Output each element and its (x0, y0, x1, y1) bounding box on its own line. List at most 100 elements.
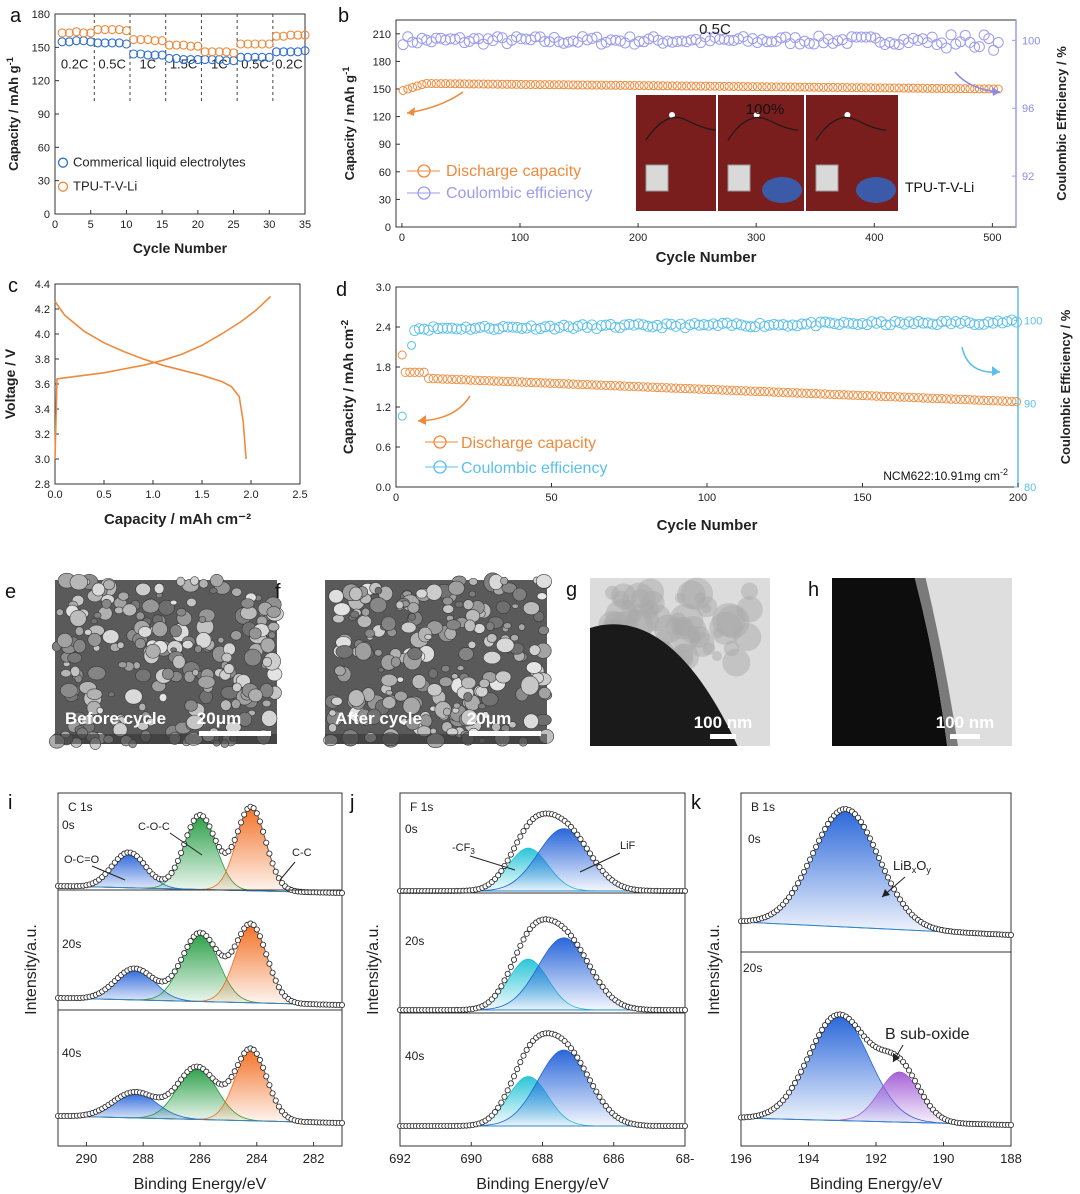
raw-data-point (238, 819, 245, 826)
capacity-point (800, 82, 810, 92)
raw-data-point (807, 856, 814, 863)
particle (349, 610, 360, 619)
y-tick-label: 3.8 (35, 354, 50, 366)
particle (210, 574, 224, 588)
capacity-point (757, 82, 767, 92)
raw-data-point (215, 844, 222, 851)
particle (335, 645, 354, 659)
y-tick-label: 1.8 (376, 362, 391, 374)
sei-cluster (740, 582, 759, 600)
series-1-point (300, 30, 310, 40)
x-tick-label: 10 (120, 219, 132, 231)
efficiency-point (969, 319, 980, 330)
x-axis-title: Cycle Number (133, 240, 228, 256)
capacity-point (441, 79, 451, 89)
raw-data-point (804, 1056, 811, 1063)
series-1-point (107, 25, 117, 35)
raw-data-point (879, 861, 886, 868)
particle (248, 627, 262, 640)
capacity-point (526, 377, 536, 388)
particle (135, 582, 151, 596)
efficiency-point (693, 319, 705, 331)
capacity-point (414, 367, 424, 377)
particle (451, 673, 459, 680)
capacity-point (638, 382, 648, 392)
capacity-point (625, 80, 635, 90)
peak-label: LiBxOy (893, 858, 931, 875)
efficiency-point (684, 319, 696, 331)
panel-j: j F 1s 692 690 688 686 68- 0s 20s 40s Binding Ener… (349, 792, 694, 1193)
capacity-point (848, 390, 858, 400)
raw-data-point (580, 840, 587, 847)
efficiency-point (903, 316, 915, 328)
raw-data-point (256, 818, 263, 825)
efficiency-point (992, 315, 1004, 327)
peak-label: C-O-C (138, 821, 170, 833)
capacity-point (568, 379, 578, 389)
raw-data-point (590, 1083, 597, 1090)
particle (138, 626, 152, 638)
particle (454, 601, 464, 609)
raw-data-point (526, 1041, 533, 1048)
particle (153, 583, 165, 595)
efficiency-point (992, 36, 1004, 48)
pouch-cell-icon (645, 164, 669, 192)
raw-data-point (682, 1122, 689, 1129)
sei-cluster (620, 600, 636, 615)
particle (135, 611, 145, 621)
capacity-point (713, 385, 723, 395)
raw-data-point (206, 936, 213, 943)
capacity-point (703, 384, 714, 395)
x-tick-label: 0 (399, 232, 405, 244)
capacity-point (771, 82, 781, 92)
capacity-point (736, 386, 746, 396)
capacity-point (997, 396, 1008, 406)
raw-data-point (234, 937, 241, 944)
capacity-point (591, 380, 602, 390)
particle (217, 636, 225, 644)
raw-data-point (234, 1061, 241, 1068)
led-glow-icon (753, 112, 760, 118)
capacity-point (932, 393, 942, 404)
legend-marker (433, 435, 447, 449)
efficiency-point (455, 323, 467, 335)
capacity-point (899, 83, 909, 93)
efficiency-point (665, 318, 677, 330)
raw-data-point (798, 1068, 805, 1075)
particle (334, 665, 346, 676)
raw-data-point (596, 979, 603, 986)
capacity-point (899, 392, 910, 402)
series-1-point (143, 35, 153, 45)
raw-data-point (269, 860, 276, 867)
efficiency-point (745, 321, 756, 333)
capacity-point (474, 79, 484, 89)
capacity-point (880, 83, 890, 93)
particle (74, 626, 84, 636)
capacity-point (778, 387, 788, 398)
particle (452, 702, 461, 709)
capacity-point (748, 82, 758, 92)
particle (501, 582, 517, 594)
raw-data-point (590, 969, 597, 976)
particle (536, 592, 548, 601)
x-axis-title: Cycle Number (656, 249, 757, 266)
series-0-point (300, 46, 310, 56)
series-1-point (286, 30, 296, 40)
raw-data-point (228, 843, 235, 850)
raw-data-point (212, 837, 219, 844)
raw-data-point (568, 823, 575, 830)
raw-data-point (171, 1084, 178, 1091)
raw-data-point (571, 1049, 578, 1056)
x-tick-label: 20 (192, 219, 204, 231)
particle (328, 723, 337, 733)
series-1-point (214, 47, 224, 57)
raw-data-point (510, 845, 517, 852)
capacity-point (708, 384, 718, 395)
capacity-point (424, 373, 434, 384)
efficiency-point (437, 322, 449, 334)
capacity-point (563, 80, 573, 90)
particle (243, 648, 262, 667)
series-0-point (136, 49, 146, 59)
particle (57, 632, 73, 648)
raw-data-point (912, 1077, 919, 1084)
